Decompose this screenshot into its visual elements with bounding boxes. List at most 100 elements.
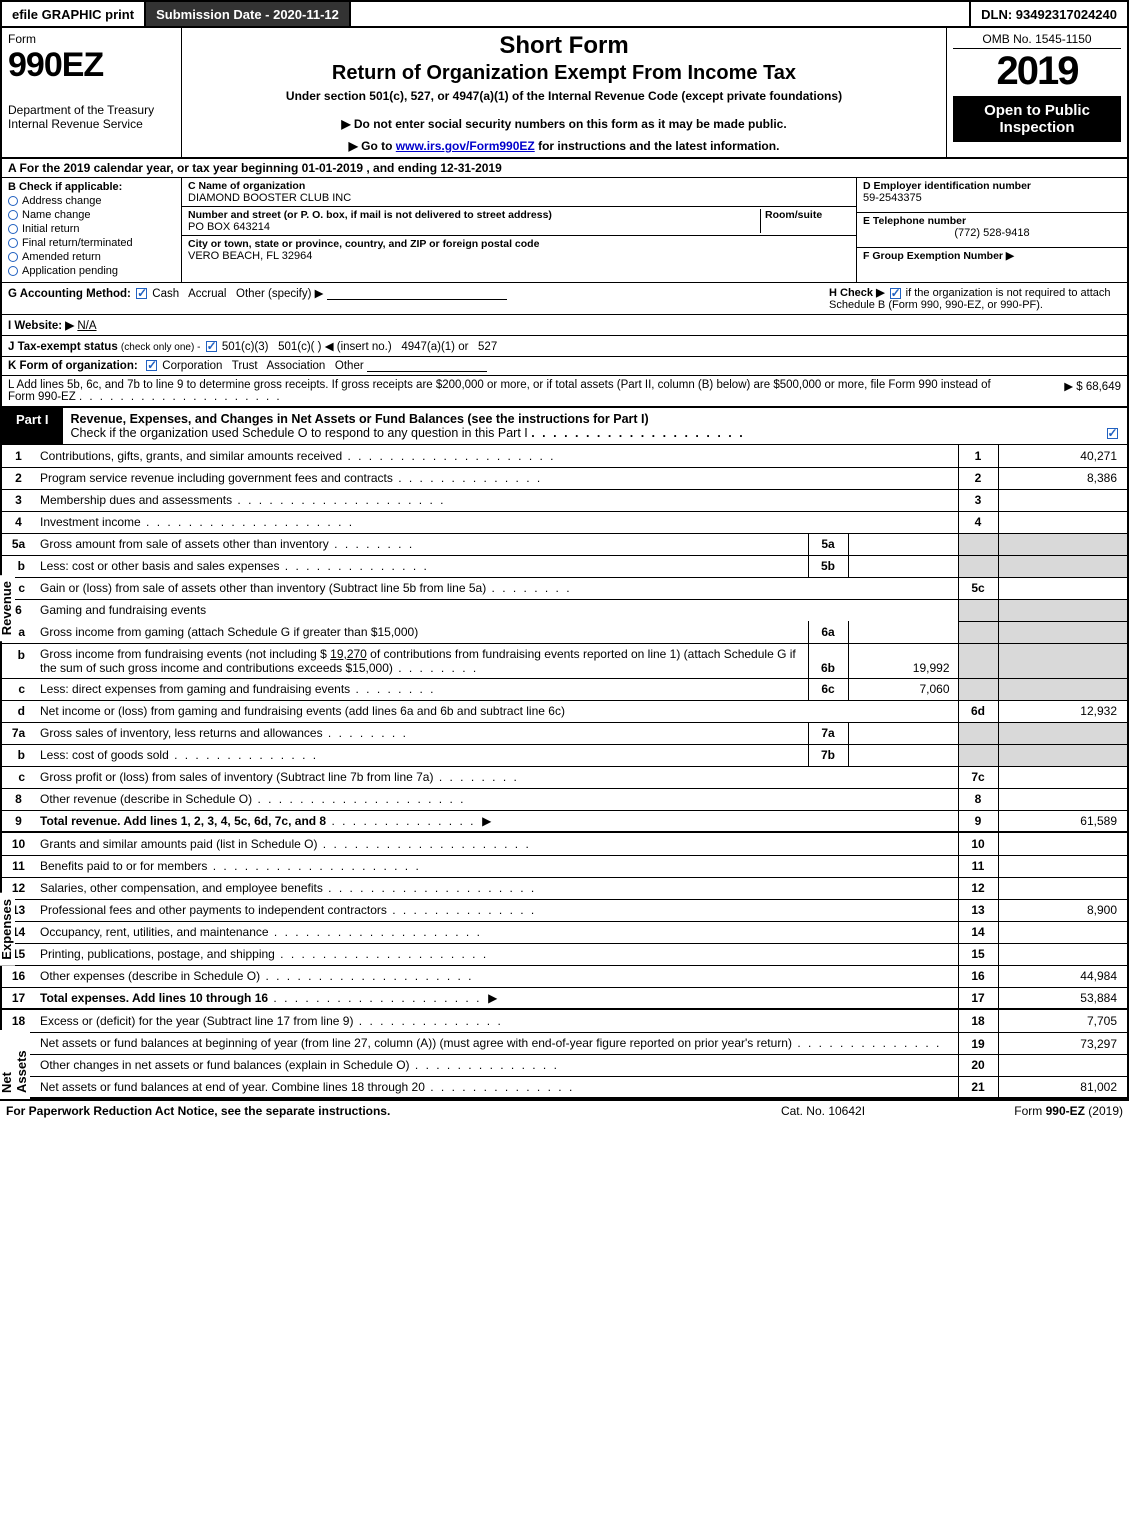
org-address-value: PO BOX 643214 (188, 221, 760, 233)
line-5c: c Gain or (loss) from sale of assets oth… (1, 577, 1128, 599)
dln-label: DLN: 93492317024240 (969, 2, 1127, 26)
org-address-cell: Number and street (or P. O. box, if mail… (182, 207, 856, 236)
chk-address-change[interactable]: Address change (8, 195, 175, 207)
line-ref: 6d (958, 700, 998, 722)
line-num: 8 (1, 788, 35, 810)
line-ref: 11 (958, 855, 998, 877)
line-desc: Gross income from fundraising events (no… (35, 643, 808, 678)
box-b-header: B Check if applicable: (8, 181, 175, 193)
open-to-public: Open to Public Inspection (953, 96, 1121, 142)
line-num: b (1, 643, 35, 678)
line-ref: 13 (958, 899, 998, 921)
shade-cell (998, 533, 1128, 555)
website-label: I Website: ▶ (8, 320, 74, 332)
k-other-input[interactable] (367, 371, 487, 372)
shade-cell (998, 621, 1128, 643)
dept-treasury: Department of the Treasury (8, 103, 175, 117)
chk-corporation[interactable] (146, 360, 157, 371)
j-527-label: 527 (478, 341, 497, 353)
tax-year: 2019 (953, 49, 1121, 94)
shade-cell (998, 744, 1128, 766)
toolbar-spacer (351, 2, 969, 26)
line-num: d (1, 700, 35, 722)
line-ref: 18 (958, 1010, 998, 1032)
part1-check (1097, 408, 1127, 444)
line-ref: 3 (958, 489, 998, 511)
chk-schedule-b[interactable] (890, 288, 901, 299)
page-footer: For Paperwork Reduction Act Notice, see … (0, 1099, 1129, 1121)
chk-initial-return[interactable]: Initial return (8, 223, 175, 235)
line-value (998, 855, 1128, 877)
line-19: 19 Net assets or fund balances at beginn… (1, 1032, 1128, 1054)
line-16: 16 Other expenses (describe in Schedule … (1, 965, 1128, 987)
line-ref: 5c (958, 577, 998, 599)
irs-label: Internal Revenue Service (8, 117, 175, 131)
submission-date-button[interactable]: Submission Date - 2020-11-12 (146, 2, 351, 26)
chk-name-change[interactable]: Name change (8, 209, 175, 221)
org-name-cell: C Name of organization DIAMOND BOOSTER C… (182, 178, 856, 207)
line-value (998, 577, 1128, 599)
box-def: D Employer identification number 59-2543… (857, 178, 1127, 282)
line-num: 9 (1, 810, 35, 832)
line-num: 3 (1, 489, 35, 511)
chk-schedule-o[interactable] (1107, 428, 1118, 439)
room-suite-label: Room/suite (765, 209, 850, 221)
part1-header: Part I Revenue, Expenses, and Changes in… (0, 408, 1129, 445)
line-num: 4 (1, 511, 35, 533)
footer-form: Form 990-EZ (2019) (923, 1104, 1123, 1118)
org-city-label: City or town, state or province, country… (188, 238, 850, 250)
row-h: H Check ▶ if the organization is not req… (821, 286, 1121, 311)
line-value (998, 943, 1128, 965)
line-11: 11 Benefits paid to or for members 11 (1, 855, 1128, 877)
inner-value (848, 533, 958, 555)
irs-link[interactable]: www.irs.gov/Form990EZ (396, 139, 535, 153)
chk-label: Amended return (22, 251, 101, 263)
line-value: 8,900 (998, 899, 1128, 921)
line-ref: 10 (958, 833, 998, 855)
phone-label: E Telephone number (863, 215, 1121, 227)
chk-final-return[interactable]: Final return/terminated (8, 237, 175, 249)
chk-501c3[interactable] (206, 341, 217, 352)
l-value: ▶ $ 68,649 (1001, 379, 1121, 403)
line-value (998, 833, 1128, 855)
row-g: G Accounting Method: Cash Accrual Other … (8, 286, 821, 311)
header-right: OMB No. 1545-1150 2019 Open to Public In… (947, 28, 1127, 157)
row-gh: G Accounting Method: Cash Accrual Other … (0, 283, 1129, 315)
g-accrual-label: Accrual (188, 288, 226, 300)
line-desc: Gaming and fundraising events (35, 599, 958, 621)
line-value (998, 511, 1128, 533)
line-18: 18 Excess or (deficit) for the year (Sub… (1, 1010, 1128, 1032)
line-value (998, 1054, 1128, 1076)
line-6a: a Gross income from gaming (attach Sched… (1, 621, 1128, 643)
line-desc: Net income or (loss) from gaming and fun… (35, 700, 958, 722)
line-12: 12 Salaries, other compensation, and emp… (1, 877, 1128, 899)
g-other-input[interactable] (327, 299, 507, 300)
line-desc: Total expenses. Add lines 10 through 16 … (35, 987, 958, 1009)
chk-cash[interactable] (136, 288, 147, 299)
vlabel-expenses: Expenses (0, 893, 15, 966)
fundraising-excluded-amt: 19,270 (330, 647, 367, 661)
efile-print-button[interactable]: efile GRAPHIC print (2, 2, 146, 26)
line-5a: 5a Gross amount from sale of assets othe… (1, 533, 1128, 555)
inner-ref: 6a (808, 621, 848, 643)
phone-cell: E Telephone number (772) 528-9418 (857, 213, 1127, 248)
inner-value (848, 744, 958, 766)
line-value (998, 877, 1128, 899)
k-other-label: Other (335, 360, 364, 372)
part1-sub: Check if the organization used Schedule … (71, 426, 528, 440)
top-toolbar: efile GRAPHIC print Submission Date - 20… (0, 0, 1129, 28)
chk-amended-return[interactable]: Amended return (8, 251, 175, 263)
line-ref: 9 (958, 810, 998, 832)
vlabel-revenue: Revenue (0, 575, 15, 641)
line-ref: 20 (958, 1054, 998, 1076)
chk-application-pending[interactable]: Application pending (8, 265, 175, 277)
k-corp-label: Corporation (162, 360, 222, 372)
line-desc: Contributions, gifts, grants, and simila… (35, 445, 958, 467)
org-city-cell: City or town, state or province, country… (182, 236, 856, 264)
dots-icon (79, 391, 282, 403)
row-l: L Add lines 5b, 6c, and 7b to line 9 to … (0, 376, 1129, 408)
line-4: 4 Investment income 4 (1, 511, 1128, 533)
g-cash-label: Cash (152, 288, 179, 300)
line-desc: Other revenue (describe in Schedule O) (35, 788, 958, 810)
shade-cell (958, 678, 998, 700)
